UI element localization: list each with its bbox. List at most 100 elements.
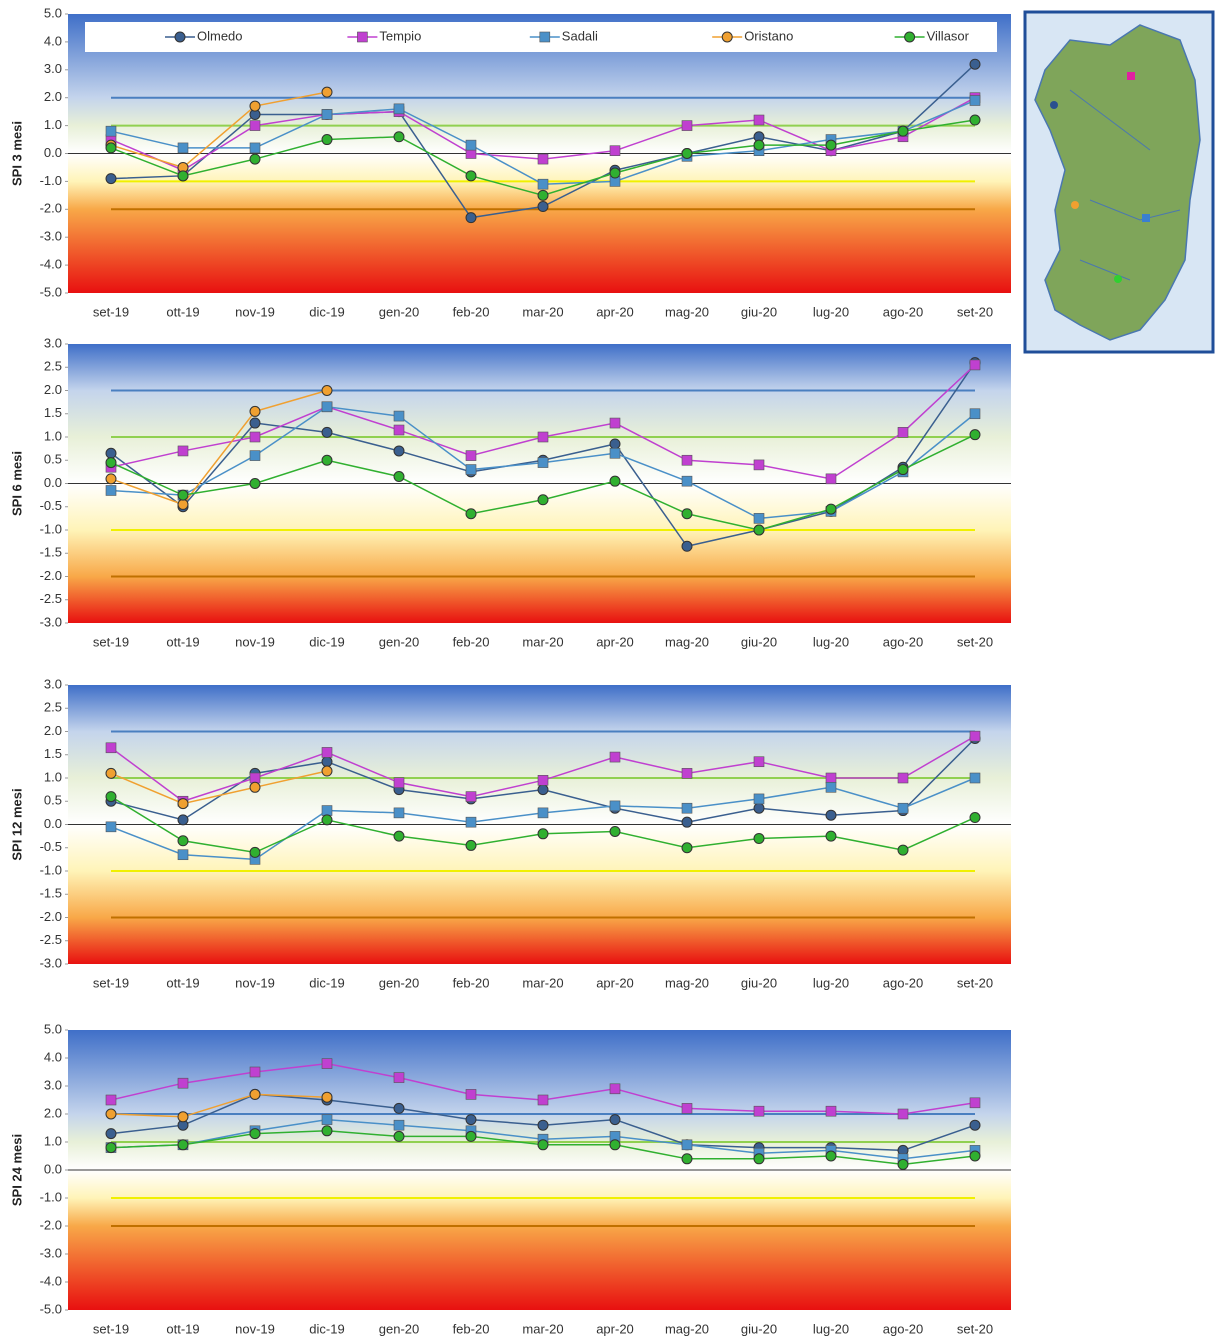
point xyxy=(826,773,836,783)
point xyxy=(970,59,980,69)
map-marker xyxy=(1142,214,1150,222)
point xyxy=(106,485,116,495)
chart: -3.0-2.5-2.0-1.5-1.0-0.50.00.51.01.52.02… xyxy=(9,335,1011,649)
legend-label: Oristano xyxy=(744,28,793,43)
point xyxy=(106,743,116,753)
x-tick-label: mar-20 xyxy=(522,304,563,319)
y-tick-label: 3.0 xyxy=(44,61,62,76)
point xyxy=(178,1078,188,1088)
point xyxy=(394,1120,404,1130)
point xyxy=(394,1103,404,1113)
y-tick-label: -1.5 xyxy=(40,886,62,901)
point xyxy=(250,479,260,489)
point xyxy=(466,465,476,475)
point xyxy=(538,808,548,818)
x-tick-label: set-19 xyxy=(93,304,129,319)
point xyxy=(250,782,260,792)
point xyxy=(970,731,980,741)
point xyxy=(322,386,332,396)
y-tick-label: 1.5 xyxy=(44,405,62,420)
point xyxy=(754,460,764,470)
page: -5.0-4.0-3.0-2.0-1.00.01.02.03.04.05.0se… xyxy=(0,0,1215,1340)
point xyxy=(466,1115,476,1125)
point xyxy=(250,1067,260,1077)
point xyxy=(322,806,332,816)
point xyxy=(466,1089,476,1099)
point xyxy=(754,115,764,125)
x-tick-label: ott-19 xyxy=(166,975,199,990)
point xyxy=(106,448,116,458)
point xyxy=(898,1109,908,1119)
point xyxy=(538,829,548,839)
point xyxy=(322,402,332,412)
legend-label: Villasor xyxy=(927,28,970,43)
point xyxy=(538,785,548,795)
point xyxy=(754,140,764,150)
point xyxy=(322,1059,332,1069)
point xyxy=(106,458,116,468)
point xyxy=(754,513,764,523)
point xyxy=(394,831,404,841)
point xyxy=(178,836,188,846)
x-tick-label: mar-20 xyxy=(522,975,563,990)
point xyxy=(754,525,764,535)
y-tick-label: -4.0 xyxy=(40,1273,62,1288)
point xyxy=(970,409,980,419)
point xyxy=(250,1089,260,1099)
y-axis-label: SPI 12 mesi xyxy=(9,788,24,860)
point xyxy=(610,1084,620,1094)
point xyxy=(610,146,620,156)
y-tick-label: -3.0 xyxy=(40,229,62,244)
point xyxy=(898,803,908,813)
point xyxy=(394,132,404,142)
point xyxy=(610,168,620,178)
x-tick-label: set-19 xyxy=(93,975,129,990)
point xyxy=(106,126,116,136)
point xyxy=(394,425,404,435)
point xyxy=(682,843,692,853)
point xyxy=(250,1129,260,1139)
point xyxy=(250,154,260,164)
point xyxy=(826,1151,836,1161)
point xyxy=(682,1140,692,1150)
legend-label: Sadali xyxy=(562,28,598,43)
point xyxy=(682,476,692,486)
x-tick-label: ott-19 xyxy=(166,304,199,319)
point xyxy=(250,143,260,153)
point xyxy=(178,446,188,456)
legend-marker xyxy=(722,32,732,42)
chart: -3.0-2.5-2.0-1.5-1.0-0.50.00.51.01.52.02… xyxy=(9,676,1011,990)
point xyxy=(394,1131,404,1141)
point xyxy=(250,101,260,111)
y-tick-label: -1.0 xyxy=(40,173,62,188)
point xyxy=(898,427,908,437)
y-tick-label: -3.0 xyxy=(40,955,62,970)
y-tick-label: -2.5 xyxy=(40,591,62,606)
point xyxy=(322,757,332,767)
y-tick-label: -1.0 xyxy=(40,1189,62,1204)
x-tick-label: ago-20 xyxy=(883,634,923,649)
point xyxy=(466,171,476,181)
point xyxy=(898,126,908,136)
y-tick-label: 2.0 xyxy=(44,382,62,397)
legend-marker xyxy=(357,32,367,42)
point xyxy=(970,95,980,105)
point xyxy=(754,757,764,767)
point xyxy=(322,455,332,465)
x-tick-label: feb-20 xyxy=(453,634,490,649)
y-tick-label: 3.0 xyxy=(44,1077,62,1092)
point xyxy=(898,845,908,855)
point xyxy=(538,432,548,442)
y-tick-label: 2.0 xyxy=(44,89,62,104)
point xyxy=(250,418,260,428)
y-tick-label: -5.0 xyxy=(40,284,62,299)
x-tick-label: mag-20 xyxy=(665,975,709,990)
legend-label: Tempio xyxy=(379,28,421,43)
point xyxy=(322,1092,332,1102)
y-tick-label: -2.0 xyxy=(40,1217,62,1232)
y-tick-label: 5.0 xyxy=(44,5,62,20)
point xyxy=(106,174,116,184)
x-tick-label: mag-20 xyxy=(665,634,709,649)
point xyxy=(106,143,116,153)
point xyxy=(322,766,332,776)
